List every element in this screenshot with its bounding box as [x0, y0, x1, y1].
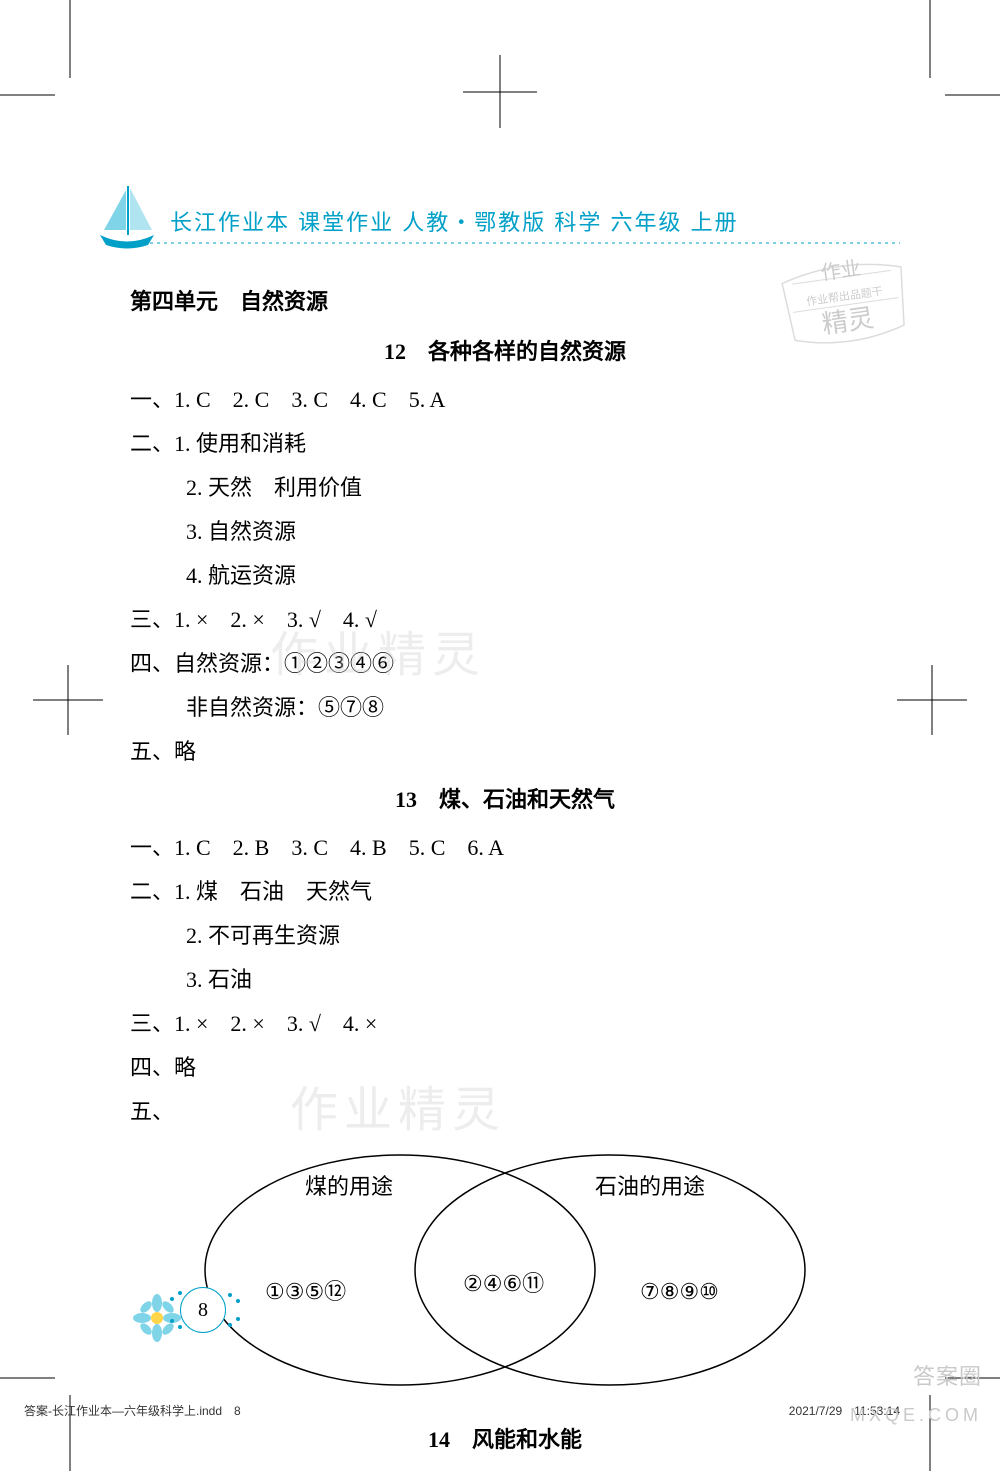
header-title: 长江作业本 课堂作业 人教・鄂教版 科学 六年级 上册: [170, 205, 739, 237]
s12-q2-2: 2. 天然 利用价值: [130, 466, 880, 510]
page-number-ornament: 8: [130, 1281, 250, 1341]
s13-q4: 四、略: [130, 1046, 880, 1090]
s12-q3: 三、1. × 2. × 3. √ 4. √: [130, 598, 880, 642]
venn-right-only: ⑦⑧⑨⑩: [640, 1270, 719, 1314]
s12-q1: 一、1. C 2. C 3. C 4. C 5. A: [130, 378, 880, 422]
s12-q4a: 四、自然资源：①②③④⑥: [130, 642, 880, 686]
venn-left-only: ①③⑤⑫: [265, 1270, 346, 1314]
page-header: 长江作业本 课堂作业 人教・鄂教版 科学 六年级 上册: [90, 190, 900, 260]
venn-right-label: 石油的用途: [595, 1165, 705, 1209]
footer-filepath: 答案-长江作业本—六年级科学上.indd 8: [24, 1402, 241, 1419]
s13-q2-3: 3. 石油: [130, 958, 880, 1002]
section-12-title: 12 各种各样的自然资源: [130, 330, 880, 374]
s13-q5: 五、: [130, 1090, 880, 1134]
footer-brand-1: 答案圈: [913, 1359, 982, 1391]
s12-q2-4: 4. 航运资源: [130, 554, 880, 598]
venn-both: ②④⑥⑪: [463, 1262, 544, 1306]
s12-q5: 五、略: [130, 730, 880, 774]
page-number: 8: [180, 1287, 226, 1333]
s13-q3: 三、1. × 2. × 3. √ 4. ×: [130, 1002, 880, 1046]
s14-q1: 一、1. C 2. C 3. B 4. C 5. C 6. A: [130, 1466, 880, 1471]
venn-left-label: 煤的用途: [305, 1165, 393, 1209]
s13-q2-2: 2. 不可再生资源: [130, 914, 880, 958]
section-14-title: 14 风能和水能: [130, 1418, 880, 1462]
venn-diagram: 煤的用途 石油的用途 ①③⑤⑫ ②④⑥⑪ ⑦⑧⑨⑩: [185, 1140, 825, 1400]
s13-q2-1: 二、1. 煤 石油 天然气: [130, 870, 880, 914]
s12-q4b: 非自然资源：⑤⑦⑧: [130, 686, 880, 730]
s12-q2-1: 二、1. 使用和消耗: [130, 422, 880, 466]
unit-title: 第四单元 自然资源: [130, 280, 880, 324]
section-13-title: 13 煤、石油和天然气: [130, 778, 880, 822]
s12-q2-3: 3. 自然资源: [130, 510, 880, 554]
s13-q1: 一、1. C 2. B 3. C 4. B 5. C 6. A: [130, 826, 880, 870]
footer-brand-2: MXQE.COM: [850, 1405, 982, 1426]
header-underline-icon: [150, 240, 900, 246]
